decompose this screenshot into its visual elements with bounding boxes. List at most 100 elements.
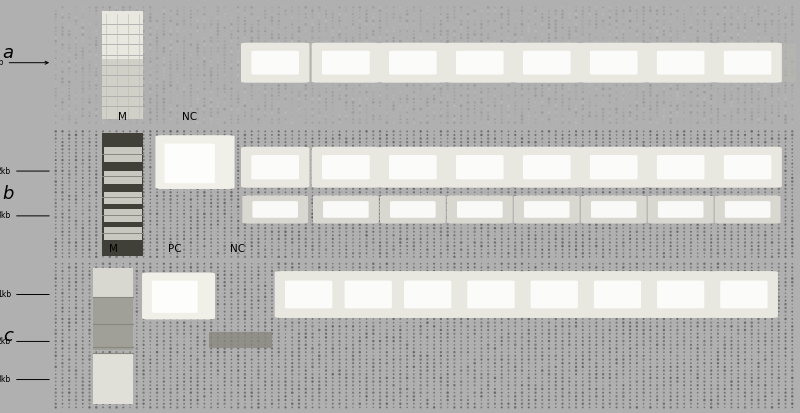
Point bbox=[650, 378, 663, 385]
Point bbox=[354, 28, 366, 34]
Point bbox=[320, 146, 333, 152]
Point bbox=[360, 189, 373, 196]
Point bbox=[638, 21, 650, 28]
Point bbox=[746, 45, 758, 51]
Point bbox=[691, 386, 704, 392]
Point bbox=[536, 371, 549, 377]
Point bbox=[428, 342, 441, 348]
Point bbox=[779, 58, 792, 65]
Point bbox=[346, 31, 359, 38]
Point bbox=[468, 160, 481, 167]
Point bbox=[144, 24, 157, 31]
Point bbox=[414, 79, 427, 85]
Point bbox=[482, 200, 494, 206]
Point bbox=[468, 28, 481, 34]
Point bbox=[333, 243, 346, 249]
Point bbox=[117, 192, 130, 199]
Point bbox=[475, 200, 488, 206]
Point bbox=[509, 404, 522, 411]
Point bbox=[691, 92, 704, 99]
Point bbox=[185, 334, 198, 341]
Point bbox=[442, 323, 454, 330]
Point bbox=[266, 342, 278, 348]
Point bbox=[563, 404, 576, 411]
Point bbox=[522, 239, 535, 246]
Point bbox=[786, 239, 798, 246]
Point bbox=[137, 48, 150, 55]
Point bbox=[293, 146, 306, 152]
Point bbox=[50, 297, 62, 304]
Point bbox=[442, 243, 454, 249]
Point bbox=[590, 371, 602, 377]
Point bbox=[374, 150, 386, 156]
Point bbox=[638, 301, 650, 308]
Point bbox=[495, 232, 508, 239]
Point bbox=[124, 135, 137, 142]
Point bbox=[610, 92, 623, 99]
Point bbox=[387, 65, 400, 72]
Point bbox=[705, 35, 718, 41]
Point bbox=[299, 330, 312, 337]
Point bbox=[76, 196, 89, 203]
Point bbox=[225, 397, 238, 404]
Point bbox=[354, 225, 366, 231]
Point bbox=[313, 200, 326, 206]
Point bbox=[482, 96, 494, 102]
Point bbox=[718, 79, 731, 85]
Point bbox=[306, 404, 319, 411]
Point bbox=[550, 160, 562, 167]
Point bbox=[711, 312, 724, 318]
Point bbox=[252, 378, 265, 385]
Point bbox=[414, 192, 427, 199]
Point bbox=[624, 323, 637, 330]
Point bbox=[158, 342, 170, 348]
Point bbox=[279, 378, 292, 385]
Point bbox=[421, 139, 434, 145]
Point bbox=[664, 254, 677, 260]
Point bbox=[495, 28, 508, 34]
Point bbox=[387, 182, 400, 188]
Point bbox=[509, 128, 522, 135]
Point bbox=[381, 316, 394, 322]
Point bbox=[387, 297, 400, 304]
Point bbox=[502, 18, 515, 24]
Point bbox=[576, 11, 589, 17]
Point bbox=[786, 72, 798, 78]
Point bbox=[178, 268, 190, 274]
Point bbox=[590, 196, 602, 203]
Point bbox=[299, 309, 312, 315]
Point bbox=[576, 386, 589, 392]
Point bbox=[468, 119, 481, 126]
Point bbox=[502, 334, 515, 341]
Point bbox=[576, 62, 589, 68]
Point bbox=[583, 116, 596, 123]
Point bbox=[401, 271, 414, 278]
Point bbox=[354, 382, 366, 389]
Point bbox=[50, 72, 62, 78]
Point bbox=[198, 7, 210, 14]
Point bbox=[266, 200, 278, 206]
Point bbox=[299, 116, 312, 123]
Point bbox=[556, 11, 569, 17]
Point bbox=[299, 397, 312, 404]
Point bbox=[198, 225, 210, 231]
Point bbox=[698, 323, 711, 330]
Point bbox=[515, 189, 528, 196]
Point bbox=[225, 24, 238, 31]
Point bbox=[624, 135, 637, 142]
Point bbox=[360, 200, 373, 206]
Point bbox=[306, 65, 319, 72]
Point bbox=[462, 24, 474, 31]
Point bbox=[70, 38, 82, 45]
Point bbox=[597, 45, 610, 51]
Point bbox=[360, 309, 373, 315]
Point bbox=[475, 28, 488, 34]
Point bbox=[164, 279, 177, 285]
Point bbox=[711, 323, 724, 330]
Point bbox=[144, 282, 157, 289]
Point bbox=[340, 353, 353, 359]
Point bbox=[468, 55, 481, 62]
Point bbox=[515, 69, 528, 75]
Point bbox=[144, 164, 157, 171]
Point bbox=[346, 132, 359, 138]
